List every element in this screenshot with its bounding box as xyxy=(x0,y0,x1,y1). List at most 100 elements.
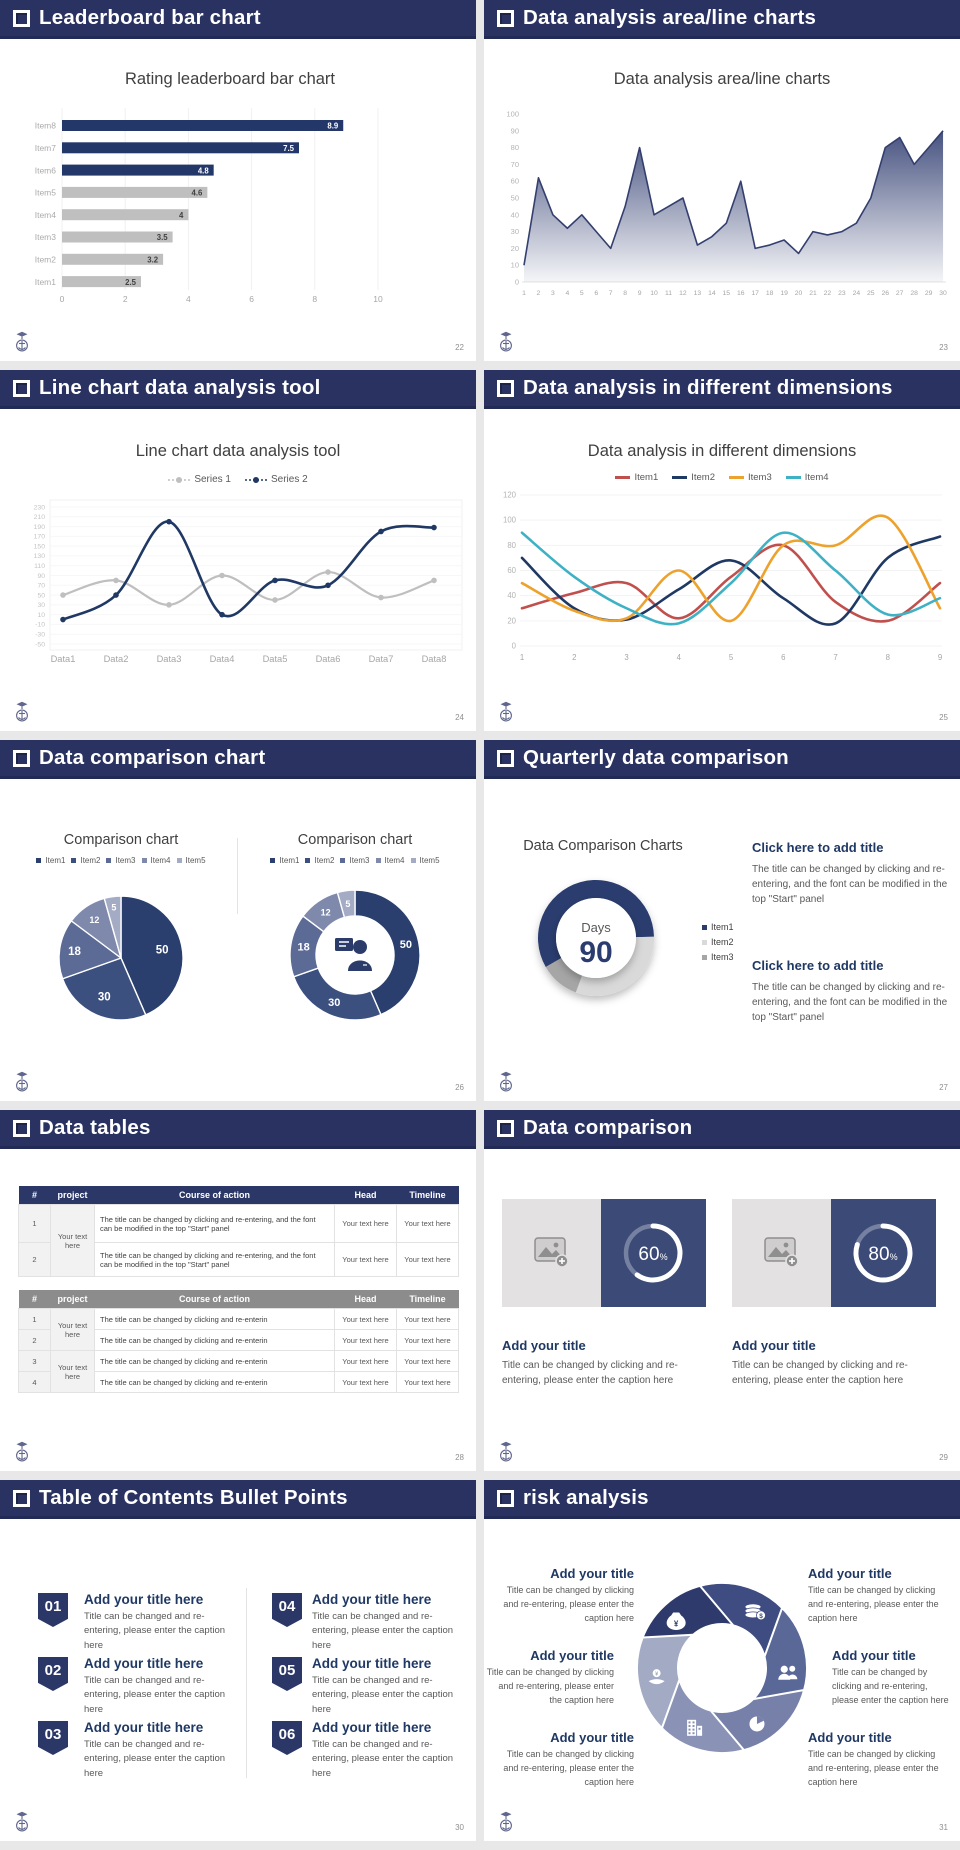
svg-text:28: 28 xyxy=(910,290,918,297)
slide-toc-bullets[interactable]: Table of Contents Bullet Points 01 Add y… xyxy=(0,1480,476,1841)
svg-text:¥: ¥ xyxy=(655,1672,659,1678)
svg-text:$: $ xyxy=(759,1613,763,1620)
svg-text:Item4: Item4 xyxy=(35,210,57,220)
legend-item: Item4 xyxy=(375,856,405,865)
th-head: Head xyxy=(334,1290,397,1309)
cell-project: Your text here xyxy=(50,1204,95,1277)
legend-item: Item1 xyxy=(615,472,658,483)
svg-text:130: 130 xyxy=(34,553,46,560)
toc-number-badge: 03 xyxy=(38,1721,68,1755)
svg-text:50: 50 xyxy=(156,944,169,956)
square-bullet-icon xyxy=(13,379,30,397)
svg-text:21: 21 xyxy=(809,290,817,297)
risk-block-caption: Title can be changed by clicking and re-… xyxy=(503,1585,634,1623)
svg-text:80: 80 xyxy=(507,541,516,550)
slide-line-chart-tool[interactable]: Line chart data analysis tool Line chart… xyxy=(0,370,476,731)
svg-text:4: 4 xyxy=(565,290,569,297)
block-title: Click here to add title xyxy=(752,958,884,973)
svg-text:60%: 60% xyxy=(638,1244,667,1265)
svg-text:8: 8 xyxy=(623,290,627,297)
pinwheel-blade xyxy=(636,1633,695,1730)
slide-header-title: Data analysis in different dimensions xyxy=(523,376,893,399)
school-crest-logo xyxy=(499,1071,513,1095)
svg-text:150: 150 xyxy=(34,543,46,550)
svg-text:12: 12 xyxy=(679,290,687,297)
legend-item: Item3 xyxy=(340,856,370,865)
svg-text:1: 1 xyxy=(520,653,524,662)
risk-block-caption: Title can be changed by clicking and re-… xyxy=(503,1749,634,1787)
slide-header-bar: Quarterly data comparison xyxy=(484,740,960,779)
th-project: project xyxy=(50,1186,95,1205)
slide-header-bar: Data tables xyxy=(0,1110,476,1149)
cell-project: Your text here xyxy=(50,1308,95,1351)
progress-panel: 80% xyxy=(831,1199,936,1307)
svg-text:30: 30 xyxy=(939,290,947,297)
slide-risk-analysis[interactable]: risk analysis ¥ $ ¥ Add your title Title c… xyxy=(484,1480,960,1841)
presenter-person-icon xyxy=(335,938,372,971)
legend-item: Item2 xyxy=(305,856,334,865)
th-course: Course of action xyxy=(94,1186,335,1205)
svg-text:19: 19 xyxy=(780,290,788,297)
svg-text:2.5: 2.5 xyxy=(125,278,137,287)
svg-text:170: 170 xyxy=(34,534,46,541)
slide-dimensions-line-chart[interactable]: Data analysis in different dimensions Da… xyxy=(484,370,960,731)
chart-legend: Item1 Item2 Item3 Item4 xyxy=(564,472,880,483)
cell-course: The title can be changed by clicking and… xyxy=(94,1350,335,1372)
cell-num: 1 xyxy=(18,1308,51,1330)
donut-legend: Item1 Item2 Item3 Item4 Item5 xyxy=(248,856,462,865)
legend-item: Series 1 xyxy=(168,474,231,485)
svg-text:210: 210 xyxy=(34,514,46,521)
divider-line xyxy=(246,1588,247,1778)
pie-legend: Item1 Item2 Item3 Item4 Item5 xyxy=(14,856,228,865)
risk-block-caption: Title can be changed by clicking and re-… xyxy=(486,1667,614,1705)
th-num: # xyxy=(18,1186,51,1205)
svg-text:0: 0 xyxy=(512,642,517,651)
svg-text:60: 60 xyxy=(507,566,516,575)
slide-progress-comparison[interactable]: Data comparison 60% Add your title Title… xyxy=(484,1110,960,1471)
svg-text:Item3: Item3 xyxy=(35,232,57,242)
coins-icon: $ xyxy=(744,1603,766,1621)
svg-text:17: 17 xyxy=(751,290,759,297)
svg-text:Item5: Item5 xyxy=(35,188,57,198)
chart-title: Data analysis area/line charts xyxy=(613,70,831,88)
slide-header-title: Quarterly data comparison xyxy=(523,746,789,769)
risk-block-caption: Title can be changed by clicking and re-… xyxy=(808,1749,939,1787)
slide-area-line-chart[interactable]: Data analysis area/line charts Data anal… xyxy=(484,0,960,361)
svg-text:10: 10 xyxy=(37,612,45,619)
cell-timeline: Your text here xyxy=(396,1204,459,1243)
slide-data-comparison-chart[interactable]: Data comparison chart Comparison chart C… xyxy=(0,740,476,1101)
svg-text:-10: -10 xyxy=(35,622,45,629)
slide-quarterly-comparison[interactable]: Quarterly data comparison Data Compariso… xyxy=(484,740,960,1101)
cell-num: 2 xyxy=(18,1329,51,1351)
pie-chart-title: Comparison chart xyxy=(63,832,179,848)
risk-block-title: Add your title xyxy=(808,1730,892,1745)
toc-number-badge: 04 xyxy=(272,1593,302,1627)
legend-item: Item3 xyxy=(106,856,136,865)
cell-num: 4 xyxy=(18,1371,51,1393)
svg-text:2: 2 xyxy=(537,290,541,297)
page-number: 24 xyxy=(455,713,464,722)
slide-data-tables[interactable]: Data tables # project Course of action H… xyxy=(0,1110,476,1471)
svg-text:23: 23 xyxy=(838,290,846,297)
slide-leaderboard-bar-chart[interactable]: Leaderboard bar chart Rating leaderboard… xyxy=(0,0,476,361)
people-icon xyxy=(778,1665,798,1680)
card-title: Add your title xyxy=(502,1338,586,1353)
school-crest-logo xyxy=(15,1071,29,1095)
svg-text:30: 30 xyxy=(328,997,340,1009)
svg-text:4: 4 xyxy=(677,653,682,662)
th-timeline: Timeline xyxy=(396,1186,459,1205)
th-timeline: Timeline xyxy=(396,1290,459,1309)
slide-header-bar: Data comparison chart xyxy=(0,740,476,779)
svg-text:9: 9 xyxy=(938,653,942,662)
svg-text:Item7: Item7 xyxy=(35,143,57,153)
svg-text:24: 24 xyxy=(853,290,861,297)
toc-item-title: Add your title here xyxy=(312,1720,432,1735)
aperture-pinwheel-diagram: ¥ $ ¥ xyxy=(636,1582,808,1754)
cell-num: 1 xyxy=(18,1204,51,1243)
svg-text:Data3: Data3 xyxy=(157,654,182,664)
slide-header-title: Leaderboard bar chart xyxy=(39,6,261,29)
svg-text:18: 18 xyxy=(68,946,81,958)
svg-text:7: 7 xyxy=(609,290,613,297)
svg-text:90: 90 xyxy=(511,126,519,135)
chart-title: Line chart data analysis tool xyxy=(135,442,341,460)
